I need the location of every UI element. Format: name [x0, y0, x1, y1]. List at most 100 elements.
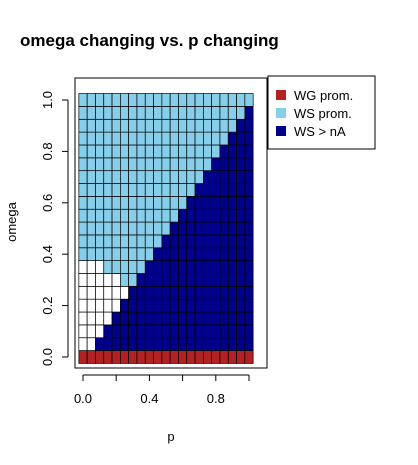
heatmap-cell — [111, 337, 121, 351]
heatmap-cell — [194, 285, 204, 300]
heatmap-cell — [136, 144, 146, 159]
heatmap-cell — [236, 221, 246, 236]
heatmap-cell — [78, 106, 88, 120]
heatmap-cell — [78, 157, 88, 172]
heatmap-cell — [236, 311, 246, 326]
heatmap-cell — [211, 196, 221, 210]
heatmap-cell — [136, 221, 146, 236]
heatmap-cell — [153, 337, 163, 351]
heatmap-cell — [161, 144, 171, 159]
heatmap-cell — [161, 324, 171, 339]
heatmap-cell — [178, 183, 188, 197]
heatmap-cell — [211, 93, 221, 107]
heatmap-cell — [244, 273, 254, 287]
heatmap-cell — [244, 337, 254, 351]
heatmap-cell — [186, 106, 196, 120]
heatmap-cell — [203, 324, 213, 339]
heatmap-cell — [227, 311, 237, 326]
heatmap-cell — [186, 93, 196, 107]
heatmap-cell — [78, 93, 88, 107]
heatmap-cell — [161, 247, 171, 261]
heatmap-cell — [194, 260, 204, 274]
heatmap-cell — [78, 208, 88, 223]
heatmap-cell — [236, 260, 246, 274]
heatmap-cell — [128, 234, 138, 249]
heatmap-cell — [144, 208, 154, 223]
heatmap-cell — [169, 285, 179, 300]
heatmap-cell — [136, 106, 146, 120]
heatmap-cell — [95, 311, 105, 326]
heatmap-cell — [111, 208, 121, 223]
heatmap-cell — [219, 208, 229, 223]
heatmap-cell — [128, 144, 138, 159]
heatmap-cell — [169, 106, 179, 120]
heatmap-cell — [227, 208, 237, 223]
heatmap-cell — [86, 106, 96, 120]
heatmap-cell — [178, 221, 188, 236]
heatmap-cell — [178, 208, 188, 223]
y-tick-label: 0.4 — [40, 245, 55, 263]
y-tick-label: 0.8 — [40, 142, 55, 160]
heatmap-cell — [144, 157, 154, 172]
heatmap-cell — [153, 234, 163, 249]
heatmap-cell — [95, 196, 105, 210]
legend-swatch — [276, 108, 286, 118]
heatmap-cell — [128, 273, 138, 287]
heatmap-cell — [211, 208, 221, 223]
heatmap-cell — [119, 208, 129, 223]
heatmap-cell — [236, 247, 246, 261]
heatmap-cell — [144, 93, 154, 107]
heatmap-cell — [219, 118, 229, 133]
heatmap-cell — [111, 93, 121, 107]
heatmap-cell — [136, 337, 146, 351]
heatmap-cell — [78, 311, 88, 326]
heatmap-cell — [236, 273, 246, 287]
heatmap-cell — [161, 337, 171, 351]
heatmap-cell — [119, 196, 129, 210]
heatmap-cell — [203, 106, 213, 120]
heatmap-cell — [86, 337, 96, 351]
heatmap-cell — [186, 208, 196, 223]
heatmap-cell — [103, 350, 113, 364]
heatmap-cell — [186, 298, 196, 313]
heatmap-cell — [244, 118, 254, 133]
heatmap-cell — [194, 221, 204, 236]
heatmap-cell — [161, 208, 171, 223]
heatmap-cell — [128, 196, 138, 210]
heatmap-cell — [103, 118, 113, 133]
heatmap-cell — [119, 144, 129, 159]
heatmap-cell — [211, 311, 221, 326]
heatmap-cell — [136, 157, 146, 172]
heatmap-cell — [128, 157, 138, 172]
heatmap-cell — [86, 183, 96, 197]
heatmap-cell — [144, 234, 154, 249]
heatmap-cell — [203, 93, 213, 107]
heatmap-cell — [211, 298, 221, 313]
heatmap-cell — [128, 298, 138, 313]
heatmap-cell — [161, 170, 171, 184]
heatmap-cell — [111, 106, 121, 120]
heatmap-cell — [227, 298, 237, 313]
y-axis-label: omega — [4, 201, 19, 242]
plot-frame — [74, 77, 268, 369]
heatmap-cell — [95, 324, 105, 339]
heatmap-cell — [186, 196, 196, 210]
heatmap-cell — [227, 260, 237, 274]
heatmap-cell — [103, 93, 113, 107]
heatmap-cell — [244, 221, 254, 236]
heatmap-cell — [128, 337, 138, 351]
heatmap-cell — [161, 298, 171, 313]
heatmap-cell — [169, 93, 179, 107]
heatmap-cell — [95, 208, 105, 223]
heatmap-cell — [161, 273, 171, 287]
heatmap-cell — [178, 285, 188, 300]
heatmap-cell — [161, 350, 171, 364]
heatmap-cell — [236, 285, 246, 300]
heatmap-cell — [153, 196, 163, 210]
heatmap-cell — [227, 234, 237, 249]
heatmap-cell — [128, 208, 138, 223]
heatmap-cell — [153, 247, 163, 261]
heatmap-cell — [186, 170, 196, 184]
heatmap-cell — [78, 221, 88, 236]
heatmap-cell — [144, 221, 154, 236]
